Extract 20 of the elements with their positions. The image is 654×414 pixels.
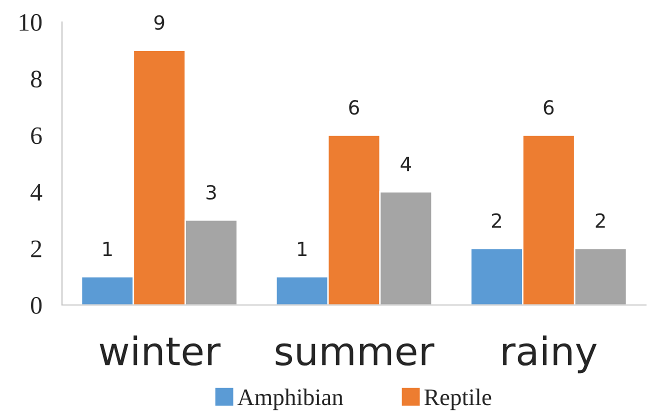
y-tick-label: 2 bbox=[31, 240, 42, 258]
x-tick-label: summer bbox=[276, 343, 434, 366]
data-label: 9 bbox=[154, 15, 164, 30]
legend-label: Reptile bbox=[424, 388, 492, 410]
y-tick-label: 8 bbox=[31, 70, 42, 88]
data-label: 3 bbox=[206, 184, 216, 200]
data-label: 2 bbox=[492, 213, 501, 228]
data-label: 4 bbox=[400, 156, 412, 172]
x-tick-label: winter bbox=[100, 336, 221, 366]
x-tick-label: rainy bbox=[503, 336, 597, 374]
y-tick-label: 4 bbox=[30, 184, 42, 200]
data-label: 6 bbox=[349, 100, 359, 115]
legend-label: Amphibian bbox=[238, 388, 344, 410]
data-label: 1 bbox=[103, 242, 112, 256]
y-tick-label: 0 bbox=[31, 297, 42, 314]
data-label: 1 bbox=[298, 242, 306, 256]
y-tick-label: 10 bbox=[20, 14, 42, 31]
y-tick-label: 6 bbox=[31, 127, 42, 144]
data-label: 6 bbox=[544, 100, 554, 115]
data-label: 2 bbox=[596, 213, 605, 228]
